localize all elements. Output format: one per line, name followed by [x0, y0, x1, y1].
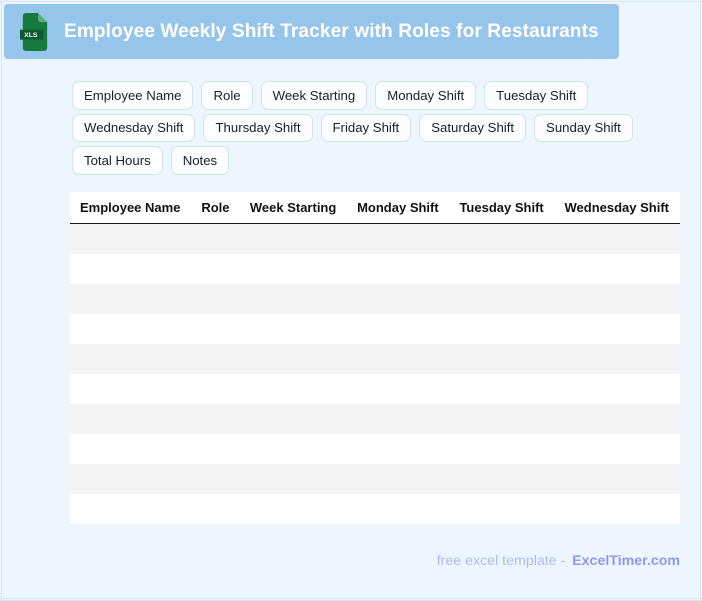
- svg-text:XLS: XLS: [24, 31, 38, 38]
